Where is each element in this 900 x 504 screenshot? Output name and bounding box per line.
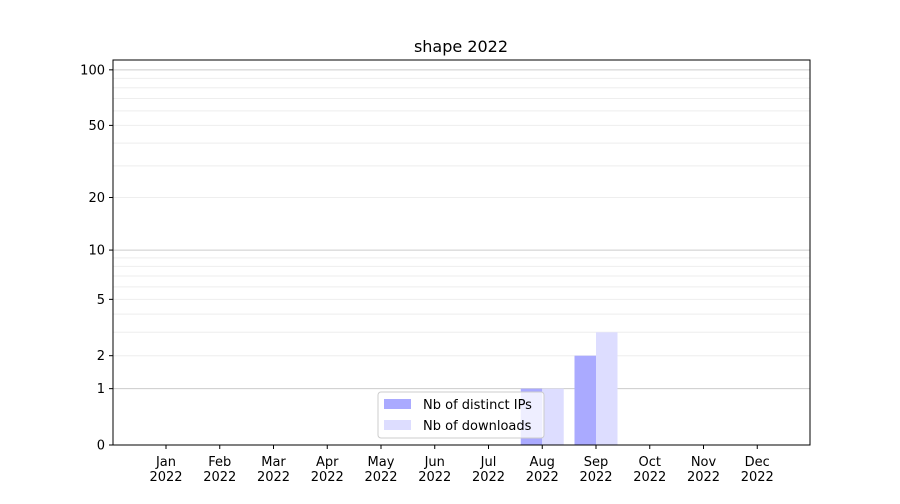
plot-frame [112,59,811,446]
x-tick-label: Feb [208,455,231,470]
y-tick-label: 0 [97,439,105,454]
bar-downloads [542,388,564,445]
x-tick-label: Apr [316,455,339,470]
y-tick-label: 100 [80,63,105,78]
legend-swatch-ips [384,399,411,409]
bar-downloads [596,332,618,445]
x-tick-label: 2022 [741,470,774,485]
x-tick-label: Jun [424,455,445,470]
x-tick-label: 2022 [579,470,612,485]
legend-label-downloads: Nb of downloads [423,419,532,434]
x-tick-label: Aug [530,455,555,470]
x-axis: Jan2022Feb2022Mar2022Apr2022May2022Jun20… [149,445,774,485]
x-tick-label: Jul [480,455,497,470]
y-tick-label: 1 [97,382,105,397]
x-tick-label: 2022 [364,470,397,485]
x-tick-label: Nov [691,455,717,470]
x-tick-label: Mar [261,455,286,470]
x-tick-label: 2022 [526,470,559,485]
legend-label-ips: Nb of distinct IPs [423,398,532,413]
legend-box [377,391,545,439]
x-tick-label: Oct [639,455,661,470]
x-tick-label: Dec [745,455,770,470]
y-tick-label: 50 [88,119,105,134]
x-tick-label: 2022 [687,470,720,485]
x-tick-label: 2022 [149,470,182,485]
legend: Nb of distinct IPs Nb of downloads [377,391,545,439]
y-tick-label: 10 [88,244,105,259]
x-tick-label: 2022 [633,470,666,485]
x-tick-label: Sep [584,455,609,470]
bar-ips [574,355,596,445]
x-tick-label: 2022 [311,470,344,485]
x-tick-label: 2022 [472,470,505,485]
grid [113,69,810,390]
x-tick-label: 2022 [203,470,236,485]
x-tick-label: Jan [155,455,176,470]
y-axis: 0 1 2 5 10 20 50 100 [80,63,113,454]
chart-title: shape 2022 [414,37,508,56]
y-tick-label: 2 [97,349,105,364]
x-tick-label: 2022 [418,470,451,485]
x-tick-label: May [368,455,395,470]
legend-swatch-downloads [384,420,411,430]
y-tick-label: 5 [97,293,105,308]
y-tick-label: 20 [88,191,105,206]
x-tick-label: 2022 [257,470,290,485]
